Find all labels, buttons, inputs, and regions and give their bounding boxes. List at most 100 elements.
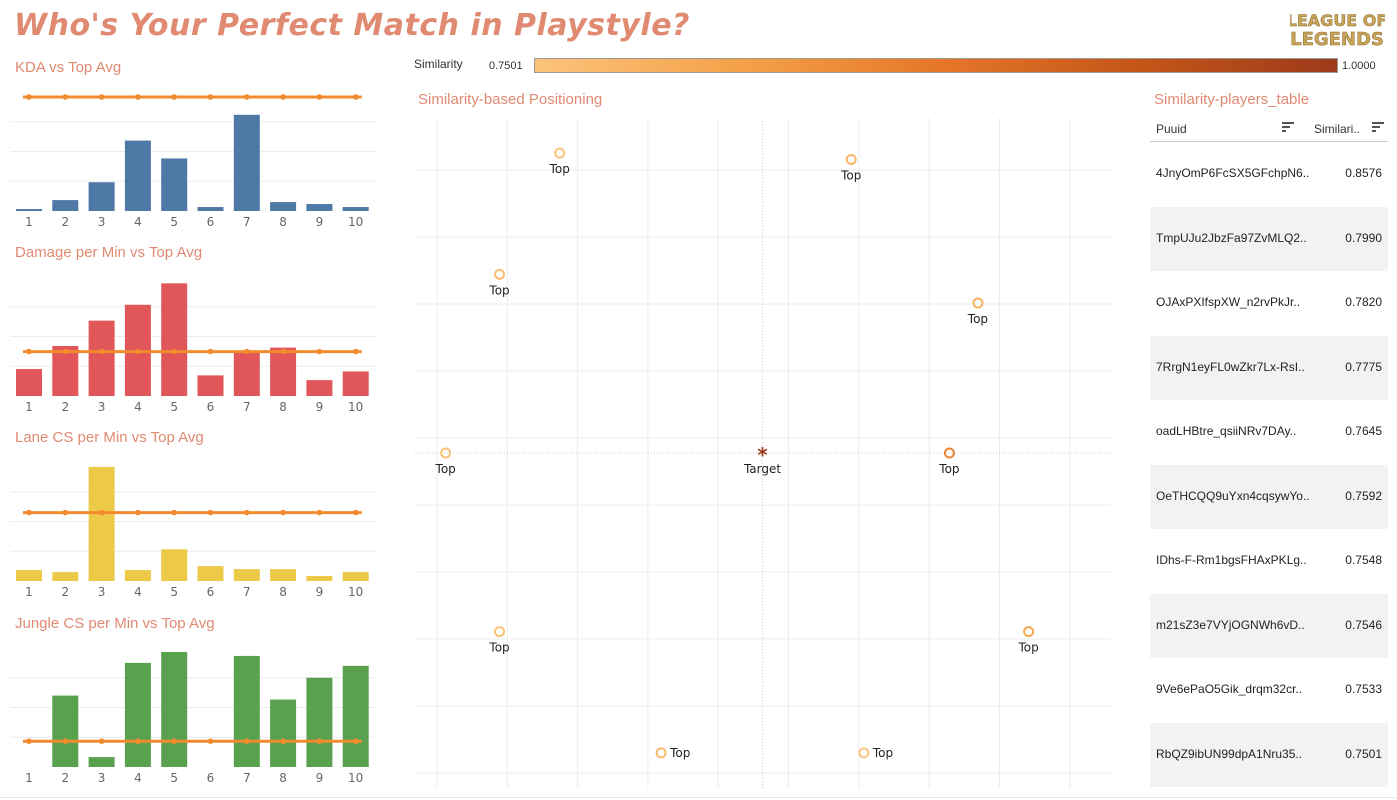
table-row[interactable]: 4JnyOmP6FcSX5GFchpN6.. 0.8576 <box>1150 142 1388 207</box>
x-tick-label: 4 <box>134 585 142 599</box>
similarity-cell: 0.7546 <box>1345 617 1382 632</box>
top-avg-point <box>26 509 32 516</box>
x-tick-label: 2 <box>61 585 69 599</box>
jungle-cs-bar <box>161 651 188 767</box>
x-tick-label: 5 <box>170 215 178 229</box>
legend-max: 1.0000 <box>1342 60 1376 72</box>
lane-cs-bar <box>88 466 115 581</box>
similarity-cell: 0.7645 <box>1345 424 1382 438</box>
jungle-cs-bar <box>270 699 297 767</box>
legend-label: Similarity <box>414 57 463 71</box>
player-point <box>858 747 870 759</box>
table-row[interactable]: m21sZ3e7VYjOGNWh6vD.. 0.7546 <box>1150 593 1388 658</box>
player-point <box>655 747 667 759</box>
damage-bar <box>270 347 297 396</box>
jungle-cs-bar <box>233 655 260 767</box>
x-tick-label: 8 <box>279 215 287 229</box>
puuid-column-header[interactable]: Puuid <box>1156 122 1187 136</box>
similarity-column-header[interactable]: Similari.. <box>1314 122 1361 136</box>
top-avg-point <box>62 348 69 355</box>
x-tick-label: 7 <box>243 585 251 599</box>
top-avg-point <box>280 94 286 100</box>
player-point <box>440 447 452 459</box>
x-tick-label: 2 <box>61 771 69 785</box>
similarity-cell: 0.7775 <box>1345 359 1382 374</box>
table-row[interactable]: OJAxPXIfspXW_n2rvPkJr.. 0.7820 <box>1150 271 1388 336</box>
puuid-cell: oadLHBtre_qsiiNRv7DAy.. <box>1156 424 1297 438</box>
puuid-cell: OJAxPXIfspXW_n2rvPkJr.. <box>1156 295 1301 309</box>
target-label: Target <box>743 462 781 476</box>
lane-cs-bar <box>197 566 224 581</box>
table-row[interactable]: IDhs-F-Rm1bgsFHAxPKLg.. 0.7548 <box>1150 529 1388 594</box>
x-tick-label: 6 <box>207 585 215 599</box>
point-label: Top <box>938 462 959 476</box>
top-avg-point <box>207 348 214 355</box>
puuid-cell: 9Ve6ePaO5Gik_drqm32cr.. <box>1156 682 1303 696</box>
top-avg-point <box>244 509 250 516</box>
table-row[interactable]: OeTHCQQ9uYxn4cqsywYo.. 0.7592 <box>1150 464 1388 529</box>
lane-cs-bar <box>306 576 333 581</box>
point-label: Top <box>488 283 509 297</box>
x-tick-label: 8 <box>279 400 287 414</box>
table-row[interactable]: RbQZ9ibUN99dpA1Nru35.. 0.7501 <box>1150 722 1388 787</box>
page-title: Who's Your Perfect Match in Playstyle? <box>14 8 690 43</box>
top-avg-point <box>280 738 286 745</box>
table-title: Similarity-players_table <box>1154 91 1310 108</box>
kda-bar-chart: 1 2 3 4 5 6 7 8 9 10 <box>10 94 375 229</box>
top-avg-point <box>26 738 32 745</box>
x-tick-label: 9 <box>316 400 324 414</box>
sort-icon[interactable] <box>1372 122 1384 132</box>
table-body: 4JnyOmP6FcSX5GFchpN6.. 0.8576 TmpUJu2JbzFa… <box>1150 142 1388 787</box>
top-avg-point <box>171 509 177 516</box>
lane-cs-bar <box>124 570 151 581</box>
x-tick-label: 6 <box>207 400 215 414</box>
table-row[interactable]: 9Ve6ePaO5Gik_drqm32cr.. 0.7533 <box>1150 658 1388 723</box>
x-tick-label: 7 <box>243 400 251 414</box>
x-tick-label: 10 <box>348 585 363 599</box>
sort-icon[interactable] <box>1282 122 1294 132</box>
similarity-cell: 0.8576 <box>1345 166 1382 180</box>
jungle-cs-bar <box>124 662 151 767</box>
lane-cs-bar <box>270 569 297 581</box>
top-avg-point <box>316 509 323 516</box>
x-tick-label: 7 <box>243 771 251 785</box>
x-tick-label: 6 <box>207 771 215 785</box>
kda-bar <box>161 158 188 211</box>
top-avg-point <box>244 94 250 100</box>
player-point <box>554 147 566 159</box>
top-avg-point <box>207 509 214 516</box>
point-label: Top <box>549 162 570 176</box>
point-label: Top <box>967 312 988 326</box>
x-tick-label: 3 <box>98 771 106 785</box>
top-avg-point <box>244 348 250 355</box>
top-avg-point <box>352 94 359 100</box>
x-tick-label: 5 <box>170 771 178 785</box>
x-tick-label: 1 <box>25 400 33 414</box>
damage-chart-title: Damage per Min vs Top Avg <box>15 244 203 261</box>
top-avg-point <box>352 509 359 516</box>
player-point <box>943 447 955 459</box>
player-point <box>845 153 857 165</box>
similarity-cell: 0.7990 <box>1345 230 1382 245</box>
table-row[interactable]: 7RrgN1eyFL0wZkr7Lx-RsI.. 0.7775 <box>1150 335 1388 400</box>
table-row[interactable]: TmpUJu2JbzFa97ZvMLQ2.. 0.7990 <box>1150 206 1388 271</box>
player-point <box>494 268 506 280</box>
top-avg-point <box>98 94 105 100</box>
logo-line-2: LEGENDS <box>1290 29 1384 50</box>
target-marker: * <box>757 443 768 467</box>
lane-cs-bar <box>161 549 188 581</box>
top-avg-point <box>62 94 69 100</box>
similarity-cell: 0.7548 <box>1345 553 1382 567</box>
top-avg-point <box>316 348 323 355</box>
similarity-cell: 0.7592 <box>1345 488 1382 503</box>
top-avg-point <box>280 509 286 516</box>
top-avg-point <box>98 509 105 516</box>
top-avg-point <box>135 738 141 745</box>
damage-bar <box>342 371 369 396</box>
legend-min: 0.7501 <box>489 60 523 72</box>
top-avg-point <box>26 94 32 100</box>
x-tick-label: 9 <box>316 585 324 599</box>
similarity-cell: 0.7533 <box>1345 682 1382 696</box>
table-row[interactable]: oadLHBtre_qsiiNRv7DAy.. 0.7645 <box>1150 400 1388 465</box>
top-avg-point <box>26 348 32 355</box>
